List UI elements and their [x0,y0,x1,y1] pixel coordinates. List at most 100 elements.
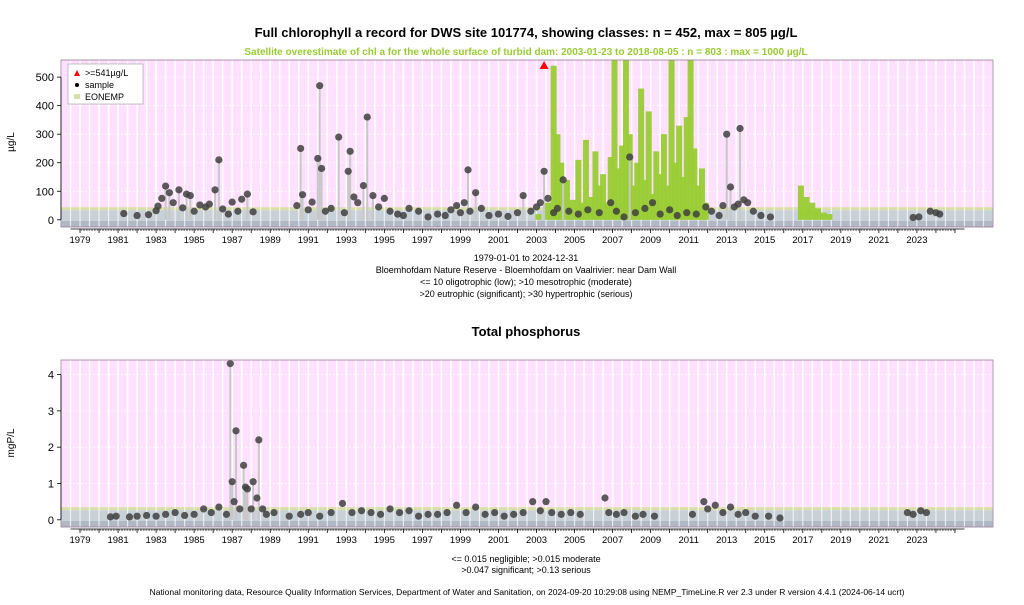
legend-label-flag: >=541µg/L [85,68,128,78]
tp-sample-point [125,513,134,521]
chl-sample-point [205,200,213,208]
chl-sample-point [641,204,649,212]
chl-satellite-bar [815,208,822,220]
tp-sample-point [236,505,244,513]
chl-sample-point [464,166,472,174]
chl-satellite-bar [588,196,595,220]
tp-x-tick-label: 1985 [184,535,205,546]
chl-sample-point [215,156,223,164]
tp-sample-point [405,507,413,515]
tp-sample-point [255,436,263,444]
chl-satellite-bar [615,168,622,220]
chl-x-tick-label: 2017 [792,235,813,246]
chl-y-axis-label: µg/L [6,132,17,152]
chl-sample-point [234,207,242,215]
tp-sample-point [719,508,727,517]
tp-sample-point [228,478,236,486]
chl-satellite-bar [603,202,610,220]
chl-satellite-bar [679,177,686,220]
chl-sample-point [612,207,620,215]
tp-sample-point [922,508,931,517]
tp-sample-point [424,510,432,518]
chl-x-tick-label: 1991 [298,235,319,246]
tp-y-axis-label: mgP/L [6,428,17,457]
chl-satellite-bar [641,179,648,220]
chl-sample-point [175,186,183,194]
tp-sample-point [348,508,356,517]
tp-sample-point [443,508,451,517]
tp-sample-point [230,498,238,506]
chl-x-tick-label: 1983 [146,235,167,246]
tp-sample-point [262,510,271,518]
chl-sample-point [314,154,322,163]
chl-sample-point [702,203,710,211]
chl-satellite-bar [630,185,637,220]
tp-sample-point [700,498,708,506]
chl-sample-point [447,206,455,214]
tp-sample-point [688,510,697,518]
tp-sample-point [112,512,120,520]
tp-sample-point [917,507,925,515]
chl-satellite-bar [558,162,565,220]
chl-x-tick-label: 1993 [336,235,357,246]
tp-sample-point [142,511,151,520]
tp-sample-point [776,514,784,522]
chl-sample-point [243,190,251,198]
chl-sample-point [321,207,329,215]
chl-sample-point [375,203,383,211]
chl-sample-point [707,207,716,215]
chl-sample-point [540,167,548,175]
chl-sample-point [544,194,552,203]
chl-satellite-bar [683,117,690,220]
legend-box-icon [74,94,80,99]
chl-satellite-bar [702,202,709,220]
tp-sample-point [232,427,240,435]
chl-sample-point [196,201,204,209]
chl-sample-point [158,194,166,203]
tp-sample-point [200,505,208,513]
chl-sample-point [405,204,413,212]
chl-sample-point [228,198,236,206]
chl-sample-point [536,199,544,207]
chl-sample-point [340,209,349,217]
chl-satellite-bar [797,185,804,220]
footer-credit: National monitoring data, Resource Quali… [150,587,905,597]
tp-x-tick-label: 2023 [906,535,927,546]
tp-sample-point [472,503,480,511]
chl-info-classes-2: >20 eutrophic (significant); >30 hypertr… [419,289,632,299]
chl-sample-point [719,201,727,210]
tp-x-tick-label: 1981 [107,535,128,546]
tp-x-tick-label: 2015 [754,535,775,546]
chl-sample-point [249,208,257,216]
chl-sample-point [154,202,162,210]
chl-x-tick-label: 1997 [412,235,433,246]
tp-sample-point [601,494,609,502]
chl-sample-point [133,211,141,220]
chl-x-tick-label: 2019 [830,235,851,246]
tp-sample-point [316,512,324,520]
chl-satellite-bar [535,214,542,220]
tp-sample-point [226,360,234,368]
tp-sample-point [152,512,160,520]
chl-sample-point [144,211,153,219]
chl-sample-point [527,207,535,215]
chl-sample-point [424,213,432,221]
chl-sample-point [293,201,301,210]
chl-satellite-bar [820,212,827,220]
tp-sample-point [567,508,575,517]
tp-x-tick-label: 1987 [222,535,243,546]
chl-sample-point [477,204,485,212]
chl-satellite-bar [803,196,810,220]
chl-x-tick-label: 2021 [868,235,889,246]
tp-y-tick-label: 4 [48,370,54,382]
tp-sample-point [376,510,385,518]
tp-sample-point [162,510,170,518]
chl-sample-point [936,210,944,218]
chl-sample-point [380,194,388,203]
chl-sample-point [485,211,493,220]
tp-sample-point [500,512,508,520]
chl-sample-point [456,209,465,217]
chl-subtitle: Satellite overestimate of chl a for the … [244,47,807,58]
tp-sample-point [207,508,215,517]
